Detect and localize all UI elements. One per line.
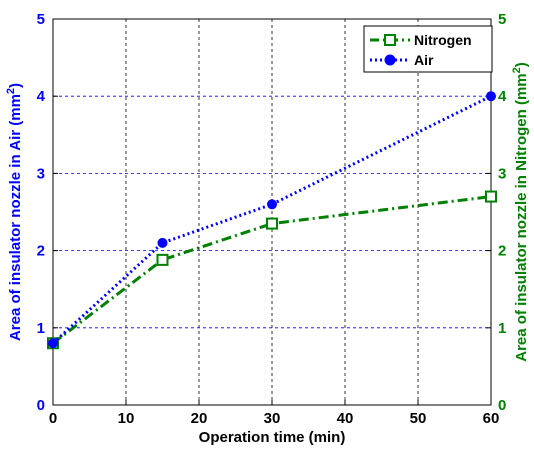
left-y-tick-label: 5 (37, 11, 45, 28)
right-y-tick-label: 3 (498, 165, 506, 182)
x-tick-label: 50 (410, 410, 427, 427)
x-axis-ticks: 0 10 20 30 40 50 60 (49, 400, 500, 427)
right-y-axis-title: Area of insulator nozzle in Nitrogen (mm… (511, 62, 530, 361)
left-y-tick-label: 3 (37, 165, 45, 182)
left-y-tick-label: 2 (37, 243, 45, 260)
data-point-air (157, 237, 168, 248)
x-tick-label: 30 (264, 410, 281, 427)
x-axis-title: Operation time (min) (199, 429, 346, 446)
right-y-tick-label: 1 (498, 320, 506, 337)
left-y-tick-label: 1 (37, 320, 45, 337)
grid (53, 19, 491, 405)
right-y-tick-label: 4 (498, 88, 507, 105)
series-line-nitrogen (52, 195, 492, 345)
right-y-tick-label: 2 (498, 243, 506, 260)
x-tick-label: 10 (118, 410, 135, 427)
left-y-tick-label: 4 (37, 88, 46, 105)
right-y-tick-label: 0 (498, 397, 506, 414)
series-line-air (51, 94, 492, 345)
legend-nitrogen-marker (384, 34, 396, 46)
legend: Nitrogen Air (363, 25, 493, 73)
legend-nitrogen-label: Nitrogen (414, 32, 472, 48)
data-point-nitrogen (266, 217, 278, 230)
data-point-nitrogen (156, 253, 169, 266)
legend-air-label: Air (414, 52, 434, 68)
series-air (48, 91, 496, 349)
left-y-tick-label: 0 (37, 397, 45, 414)
legend-entry-air: Air (370, 52, 434, 68)
left-y-axis-title: Area of insulator nozzle in Air (mm2) (5, 83, 24, 341)
x-tick-label: 60 (483, 410, 500, 427)
x-tick-label: 40 (337, 410, 354, 427)
x-tick-label: 20 (191, 410, 208, 427)
left-y-axis-ticks: 0 1 2 3 4 5 (37, 11, 58, 414)
legend-box (363, 25, 493, 73)
right-y-tick-label: 5 (498, 11, 506, 28)
x-tick-label: 0 (49, 410, 57, 427)
series-nitrogen (47, 190, 497, 350)
legend-air-marker (384, 54, 396, 66)
data-point-air (486, 91, 496, 102)
legend-entry-nitrogen: Nitrogen (370, 32, 472, 48)
series (47, 91, 497, 350)
data-point-air (48, 338, 58, 349)
data-point-air (267, 199, 277, 210)
data-point-nitrogen (485, 190, 497, 203)
